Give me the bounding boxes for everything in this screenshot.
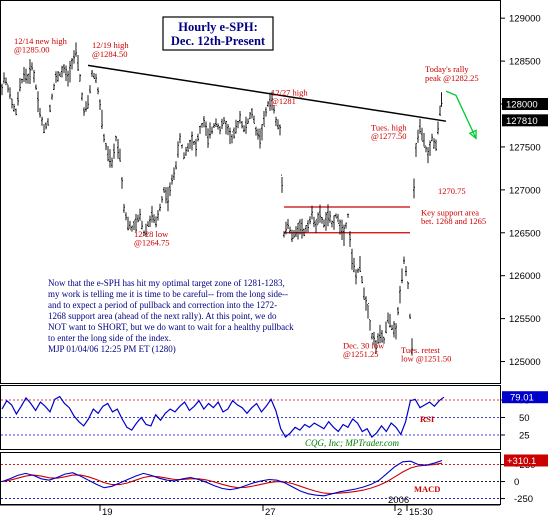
price-annotations: 12/14 new high@1285.00 12/19 high@1284.50… [14, 36, 486, 364]
x-inner-label: 2006 [388, 495, 409, 506]
price-axis: 129000 128500 128000 127500 127000 126500 1260… [500, 14, 548, 368]
macd-axis: +2500-250+310.1 [1, 454, 548, 505]
price-panel-frame [0, 0, 501, 384]
x-tick-label: 15:30 [409, 507, 433, 518]
annotation-label: 12/27 high [271, 87, 308, 97]
annotation-label: @1284.50 [92, 49, 127, 59]
price-tick-label: 127000 [509, 185, 541, 196]
annotation-label: Tues. retest [401, 345, 441, 355]
price-tick-label: 129000 [509, 14, 541, 25]
x-tick-label: 2 [397, 507, 402, 518]
price-tick-label: 125000 [509, 357, 541, 368]
annotation-label: low @1251.50 [401, 354, 451, 364]
x-tick-label: 27 [265, 507, 276, 518]
commentary-line: my work is telling me it is time to be c… [48, 289, 288, 299]
price-tick-label: 128500 [509, 57, 541, 68]
chart-subtitle: Dec. 12th-Present [171, 34, 266, 48]
annotation-label: 12/19 high [92, 40, 129, 50]
rsi-axis: 75502579.01 [1, 391, 548, 442]
commentary-signature: MJP 01/04/06 12:25 PM ET (1280) [48, 344, 176, 354]
projection-arrow-head [468, 129, 477, 140]
annotation-label: Dec. 30 low [343, 341, 385, 351]
annotation-label: Tues. high [371, 123, 407, 133]
annotation-label: 1270.75 [438, 186, 466, 196]
macd-label: MACD [414, 484, 440, 494]
commentary-line: 1268 support area (ahead of the next ral… [48, 311, 277, 321]
x-axis: 19 27 2 15:30 [0, 504, 500, 518]
macd-current-box [504, 454, 548, 467]
title-box: Hourly e-SPH: Dec. 12th-Present [162, 16, 274, 51]
commentary-line: NOT want to SHORT, but we do want to wai… [48, 322, 294, 332]
rsi-current-box [502, 391, 548, 404]
rsi-tick-label: 25 [519, 431, 530, 442]
commentary-line: and to expect a period of pullback and c… [48, 300, 277, 310]
macd-signal-line [1, 462, 443, 495]
annotation-label: @1264.75 [134, 238, 169, 248]
x-tick-label: 19 [102, 507, 113, 518]
annotation-label: peak @1282.25 [425, 73, 479, 83]
price-highlight-label: 127810 [506, 116, 538, 127]
price-tick-label: 126500 [509, 228, 541, 239]
projection-arrow [445, 90, 477, 139]
price-tick-label: 125500 [509, 314, 541, 325]
annotation-label: @1251.25 [343, 349, 378, 359]
macd-line [1, 459, 443, 497]
price-highlight-label: 128000 [506, 100, 538, 111]
price-tick-label: 127500 [509, 142, 541, 153]
commentary-block: Now that the e-SPH has hit my optimal ta… [48, 278, 294, 354]
annotation-label: Today's rally [425, 64, 469, 74]
resistance-trendline [87, 64, 447, 122]
rsi-label: RSI [420, 414, 435, 424]
annotation-label: bet. 1268 and 1265 [421, 216, 486, 226]
price-tick-label: 126000 [509, 271, 541, 282]
rsi-line [1, 395, 445, 439]
annotation-label: @1281 [271, 96, 296, 106]
annotation-label: 12/14 new high [14, 36, 68, 46]
credit-text: CQG, Inc; MPTrader.com [305, 438, 399, 448]
annotation-label: Key support area [421, 208, 479, 218]
chart-title: Hourly e-SPH: [178, 20, 258, 34]
macd-tick-label: 0 [514, 477, 519, 488]
commentary-line: to enter the long side of the index. [48, 333, 171, 343]
annotation-label: @1285.00 [14, 45, 49, 55]
macd-current-label: +310.1 [507, 456, 536, 467]
annotation-label: 12/28 low [134, 229, 169, 239]
macd-panel-frame [0, 452, 501, 505]
price-highlight-box [502, 98, 548, 111]
price-highlight-box [502, 114, 548, 127]
rsi-current-label: 79.01 [510, 393, 534, 404]
macd-tick-label: -250 [514, 494, 533, 505]
price-bars [0, 42, 443, 356]
annotation-label: @1277.50 [371, 131, 406, 141]
commentary-line: Now that the e-SPH has hit my optimal ta… [48, 278, 285, 288]
rsi-tick-label: 50 [519, 413, 530, 424]
